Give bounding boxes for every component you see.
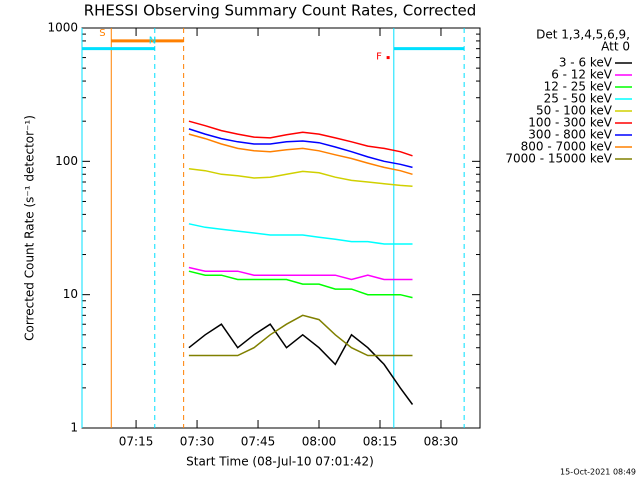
legend-header: Det 1,3,4,5,6,9, xyxy=(536,28,630,42)
legend-label: 800 - 7000 keV xyxy=(521,140,613,154)
x-tick-label: 08:30 xyxy=(424,435,459,449)
legend-header: Att 0 xyxy=(601,40,630,54)
series-line xyxy=(188,133,413,176)
plot-frame xyxy=(81,27,481,429)
series-line xyxy=(188,314,413,357)
legend-label: 7000 - 15000 keV xyxy=(505,152,612,166)
legend-label: 12 - 25 keV xyxy=(544,80,613,94)
x-tick-label: 07:30 xyxy=(180,435,215,449)
legend-label: 100 - 300 keV xyxy=(528,116,612,130)
legend-label: 6 - 12 keV xyxy=(551,68,613,82)
series-line xyxy=(188,167,413,188)
legend-label: 3 - 6 keV xyxy=(559,56,613,70)
y-tick-label: 1 xyxy=(70,421,78,435)
series-line xyxy=(188,270,413,299)
y-tick-label: 10 xyxy=(63,287,78,301)
x-tick-label: 08:00 xyxy=(302,435,337,449)
x-axis-label: Start Time (08-Jul-10 07:01:42) xyxy=(186,455,374,469)
legend-label: 50 - 100 keV xyxy=(536,104,613,118)
x-tick-label: 07:45 xyxy=(241,435,276,449)
y-axis-label: Corrected Count Rate (s⁻¹ detector⁻¹) xyxy=(23,115,37,341)
series-line xyxy=(188,266,413,281)
series-line xyxy=(188,223,413,245)
y-tick-label: 100 xyxy=(55,154,78,168)
legend-label: 300 - 800 keV xyxy=(528,128,612,142)
flag-label: F xyxy=(376,52,382,63)
flag-marker xyxy=(386,56,390,60)
y-tick-label: 1000 xyxy=(47,21,78,35)
flag-label: N xyxy=(149,36,156,47)
footer: 15-Oct-2021 08:49 xyxy=(560,468,636,477)
flag-label: S xyxy=(99,28,105,39)
chart-title: RHESSI Observing Summary Count Rates, Co… xyxy=(84,2,477,20)
series-line xyxy=(188,120,413,157)
legend-label: 25 - 50 keV xyxy=(544,92,613,106)
x-tick-label: 08:15 xyxy=(363,435,398,449)
series-line xyxy=(188,128,413,169)
series-line xyxy=(188,323,414,405)
x-tick-label: 07:15 xyxy=(119,435,154,449)
